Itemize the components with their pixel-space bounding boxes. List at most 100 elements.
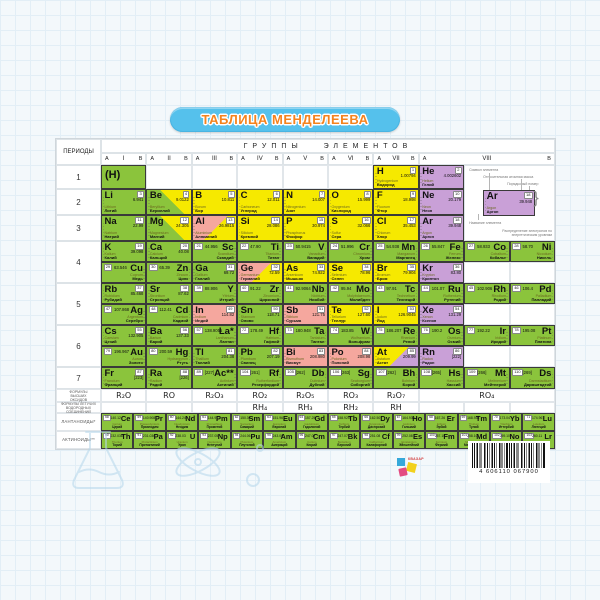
element-symbol: Nd [185,413,196,423]
electron-shell-marks [147,289,150,301]
element-russian-name: Азот [286,208,296,213]
atomic-mass: 144.24 [175,415,186,420]
element-cell-Cs: Cs 55 132.905 Caesium Цезий [101,325,147,346]
element-cell-Sg: Sg 106 [263] Seaborgium Сиборгий [327,367,374,389]
element-latin-name: Cuprum [130,272,143,277]
electron-shell-marks [506,247,508,259]
atomic-mass: 243.06 [272,433,283,438]
element-latin-name: Bohrium [401,378,416,383]
atomic-mass: 47.90 [250,244,261,249]
atomic-mass: 18.998 [402,196,416,202]
atomic-number: 58 [103,415,111,421]
barcode: 4 606110 067900 [468,441,550,483]
oxide-formula: R₂O₅ [282,389,328,402]
element-latin-name: Strontium [149,293,166,298]
electron-shell-marks [284,310,286,322]
empty-cell [191,165,238,189]
oxide-formula: R₂O [101,389,147,402]
atomic-number: 20 [180,243,190,250]
element-cell-Ca: Ca 20 40.08 Calcium Кальций [146,241,192,262]
element-symbol: Xe [422,304,434,316]
element-russian-name: Ванадий [307,255,325,260]
atomic-number: 104 [239,369,251,376]
atomic-mass: [262] [295,370,305,375]
element-russian-name: Плутоний [239,443,255,448]
element-latin-name: Europium [273,422,286,427]
element-latin-name: Rhenium [400,335,416,340]
element-symbol: Pa [153,431,163,441]
electron-shell-marks [329,310,332,322]
element-russian-name: Фермий [435,443,448,448]
group-number: VIII [482,156,492,162]
element-russian-name: Тантал [310,339,325,344]
atomic-number: 2 [455,167,462,174]
element-symbol: Y [227,283,234,295]
element-latin-name: Sulfur [331,230,341,235]
element-latin-name: Beryllium [149,204,165,209]
atomic-mass: 74.922 [312,269,325,275]
element-cell-Si: Si 14 28.086 Silicium Кремний [237,215,283,241]
atomic-number: 62 [232,415,241,421]
atomic-mass: 231.036 [142,433,156,438]
atomic-mass: 10.811 [221,196,235,202]
element-symbol: Lr [544,431,552,441]
atomic-number: 91 [135,433,144,439]
element-cell-Ir: Ir 77 192.22 Iridium Иридий [464,325,510,346]
electron-shell-marks [506,374,508,386]
element-symbol: Rb [104,283,118,295]
electron-shell-marks [324,289,327,301]
atomic-mass: 131.29 [448,311,462,317]
element-latin-name: Helium [422,178,434,183]
element-russian-name: Бром [376,276,388,281]
element-cell-Ni: Ni 28 58.70 Niccolum Никель [509,241,555,262]
element-cell-Pu: 94 244.06 Pu Plutonium Плутоний [230,431,264,449]
element-symbol: H [376,165,384,177]
atomic-mass: 78.96 [359,269,371,275]
element-symbol: Db [311,367,325,379]
element-cell-Se: Se 34 78.96 Selenium Селен [327,262,374,283]
electron-shell-marks [233,289,236,301]
atomic-number: 54 [452,306,462,313]
atomic-mass: 6.941 [132,196,144,202]
atomic-number: 86 [452,348,462,355]
empty-cell [191,402,238,413]
legend-connector-line [489,173,490,190]
element-russian-name: Ртуть [176,360,189,365]
group-side-a: А [377,156,382,162]
element-latin-name: Ytterbium [500,422,513,427]
electron-shell-marks [238,352,241,364]
atomic-number: 87 [135,369,144,376]
legend-number-label: Порядковый номер [507,182,539,186]
atomic-number: 74 [330,327,340,334]
element-symbol: Ra [149,367,163,379]
atomic-number: 89 [194,369,204,376]
element-russian-name: Марганец [396,255,416,260]
electron-shell-marks [284,268,286,280]
atomic-number: 88 [180,369,190,376]
element-cell-Bi: Bi 83 208.980 Bismuthum Висмут [282,346,328,367]
atomic-number: 27 [466,243,476,250]
element-cell-Ce: 58 140.12 Ce Cerium Церий [101,413,134,431]
atomic-number: 103 [524,433,534,439]
element-symbol: Na [104,215,117,227]
element-latin-name: Rubidium [104,293,120,298]
element-symbol: W [360,325,370,337]
element-latin-name: Borum [195,204,206,209]
element-russian-name: Радон [422,360,435,365]
element-cell-Os: Os 76 190.2 Osmium Осмий [418,325,465,346]
element-cell-Yb: 70 173.04 Yb Ytterbium Иттербий [490,413,523,431]
element-latin-name: Argon [486,205,497,210]
electron-shell-marks [188,310,191,322]
element-symbol: Tm [475,413,488,423]
atomic-mass: 126.9045 [398,311,416,317]
element-cell-Ga: Ga 31 69.72 Gallium Галлий [191,262,238,283]
element-cell-Eu: 63 151.96 Eu Europium Европий [263,413,296,431]
atomic-mass: 174.967 [531,415,545,420]
element-russian-name: Цезий [104,339,117,344]
electron-shell-marks [374,268,377,280]
element-russian-name: Неон [422,208,433,213]
element-cell-Pa: 91 231.036 Pa Protactinium Протактиний [133,431,166,449]
atomic-mass: 127.60 [357,311,371,317]
element-latin-name: Neodymium [174,422,190,427]
atomic-number: 109 [466,369,478,376]
